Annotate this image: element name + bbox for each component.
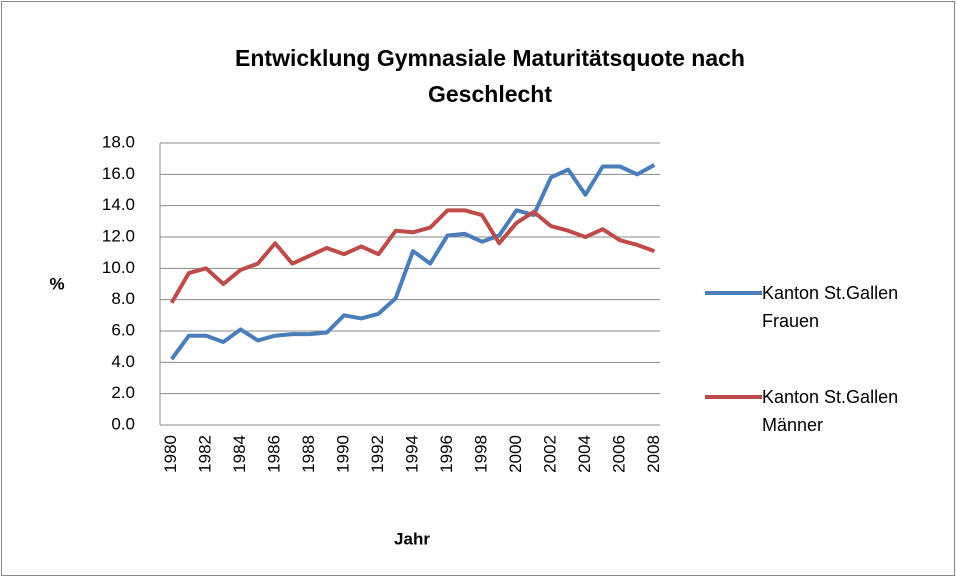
x-tick-label: 1998 (471, 435, 490, 473)
x-tick-label: 1990 (334, 435, 353, 473)
x-tick-label: 1992 (368, 435, 387, 473)
y-tick-label: 8.0 (111, 289, 135, 308)
x-tick-label: 1982 (196, 435, 215, 473)
legend-label: Kanton St.Gallen Männer (762, 387, 899, 435)
x-tick-label: 1980 (161, 435, 180, 473)
x-tick-label: 2004 (575, 435, 594, 473)
x-tick-label: 1988 (299, 435, 318, 473)
chart-title: Entwicklung Gymnasiale Maturitätsquote n… (235, 45, 745, 107)
y-tick-label: 12.0 (102, 226, 135, 245)
y-tick-label: 0.0 (111, 414, 135, 433)
x-tick-label: 2008 (644, 435, 663, 473)
y-tick-label: 2.0 (111, 383, 135, 402)
y-tick-label: 18.0 (102, 132, 135, 151)
x-tick-label: 1986 (265, 435, 284, 473)
y-tick-label: 14.0 (102, 195, 135, 214)
legend-label: Kanton St.Gallen Frauen (762, 283, 899, 331)
x-axis-label: Jahr (394, 529, 430, 548)
data-line (170, 163, 656, 361)
x-tick-label: 1996 (437, 435, 456, 473)
y-tick-label: 6.0 (111, 320, 135, 339)
y-tick-label: 4.0 (111, 352, 135, 371)
y-axis-label: % (49, 274, 64, 293)
y-tick-label: 10.0 (102, 258, 135, 277)
x-tick-label: 2000 (506, 435, 525, 473)
y-tick-label: 16.0 (102, 164, 135, 183)
data-line (169, 208, 656, 304)
x-tick-label: 2006 (609, 435, 628, 473)
x-tick-label: 1994 (402, 435, 421, 473)
x-tick-label: 2002 (540, 435, 559, 473)
x-tick-label: 1984 (230, 435, 249, 473)
